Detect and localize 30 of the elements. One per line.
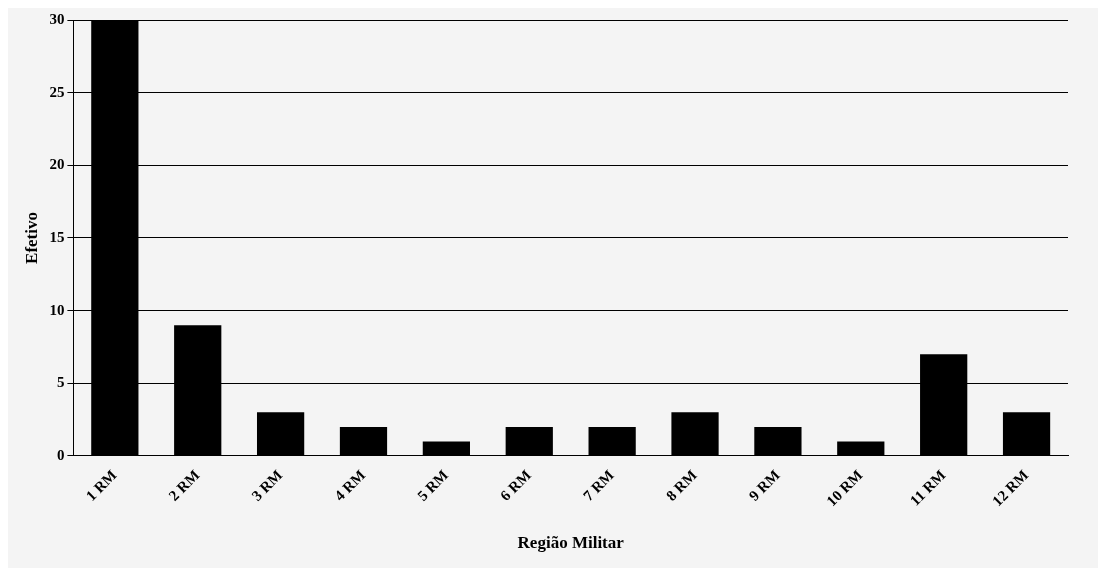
bar — [754, 426, 802, 456]
x-tick-label: 12 RM — [989, 466, 1032, 510]
x-tick-label: 9 RM — [745, 466, 783, 504]
y-tick-label: 5 — [56, 374, 65, 391]
bar — [1002, 412, 1051, 456]
y-tick-label: 25 — [49, 83, 65, 100]
x-tick-label: 5 RM — [414, 466, 452, 504]
x-tick-label: 8 RM — [662, 466, 700, 504]
y-tick-label: 0 — [56, 446, 65, 463]
bar — [671, 412, 719, 456]
x-tick-label: 4 RM — [331, 466, 369, 504]
y-tick-label: 20 — [49, 156, 65, 173]
x-tick-label: 7 RM — [580, 466, 617, 504]
bar — [588, 426, 636, 456]
bar — [422, 441, 470, 456]
y-tick-label: 10 — [49, 301, 65, 318]
y-axis-title: Efetivo — [21, 212, 41, 264]
x-tick-label: 6 RM — [497, 466, 535, 504]
y-tick-label: 30 — [49, 10, 65, 27]
bar — [505, 426, 553, 456]
y-tick-label: 15 — [49, 228, 65, 245]
bar — [837, 441, 885, 456]
x-tick-label: 2 RM — [165, 466, 203, 504]
x-tick-label: 1 RM — [82, 466, 120, 504]
x-tick-label: 10 RM — [823, 466, 866, 510]
bar — [339, 426, 388, 456]
bar — [256, 412, 305, 456]
x-tick-label: 3 RM — [248, 466, 286, 504]
x-tick-label: 11 RM — [906, 466, 949, 509]
x-axis-title: Região Militar — [517, 533, 625, 553]
